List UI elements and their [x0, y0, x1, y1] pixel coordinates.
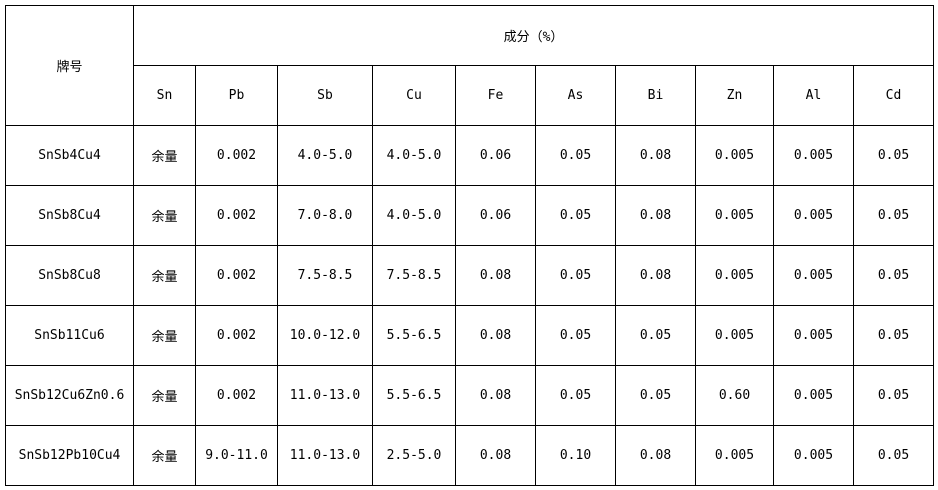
value-cell: 0.002 [195, 245, 278, 306]
element-header: Bi [615, 65, 696, 126]
table-body: 牌号 成分（%） Sn Pb Sb Cu Fe As Bi Zn Al Cd SnSb4Cu4 余量… [5, 5, 934, 486]
value-cell: 9.0-11.0 [195, 425, 278, 486]
value-cell: 0.08 [615, 185, 696, 246]
value-cell: 0.05 [853, 125, 934, 186]
value-cell: 0.06 [455, 185, 536, 246]
data-row: SnSb11Cu6 余量 0.002 10.0-12.0 5.5-6.5 0.08 0.05… [5, 305, 934, 366]
element-header: Fe [455, 65, 536, 126]
header-row: 牌号 成分（%） [5, 5, 934, 126]
value-cell: 0.06 [455, 125, 536, 186]
value-cell: 余量 [133, 365, 196, 426]
value-cell: 0.002 [195, 305, 278, 366]
grade-cell: SnSb11Cu6 [5, 305, 134, 366]
value-cell: 余量 [133, 305, 196, 366]
value-cell: 0.05 [853, 365, 934, 426]
value-cell: 4.0-5.0 [277, 125, 373, 186]
value-cell: 0.05 [535, 185, 616, 246]
value-cell: 0.08 [455, 305, 536, 366]
value-cell: 0.08 [615, 425, 696, 486]
data-row: SnSb8Cu8 余量 0.002 7.5-8.5 7.5-8.5 0.08 0.05 0.0… [5, 245, 934, 306]
value-cell: 11.0-13.0 [277, 425, 373, 486]
value-cell: 11.0-13.0 [277, 365, 373, 426]
composition-table: 牌号 成分（%） Sn Pb Sb Cu Fe As Bi Zn Al Cd SnSb4Cu4 余量… [5, 5, 934, 486]
grade-cell: SnSb8Cu8 [5, 245, 134, 306]
value-cell: 0.005 [695, 125, 774, 186]
value-cell: 0.005 [695, 425, 774, 486]
value-cell: 0.05 [535, 125, 616, 186]
grade-cell: SnSb8Cu4 [5, 185, 134, 246]
value-cell: 7.5-8.5 [277, 245, 373, 306]
data-row: SnSb12Cu6Zn0.6 余量 0.002 11.0-13.0 5.5-6.5 0.0… [5, 365, 934, 426]
value-cell: 0.005 [773, 425, 854, 486]
value-cell: 0.08 [455, 425, 536, 486]
value-cell: 0.08 [455, 365, 536, 426]
value-cell: 余量 [133, 425, 196, 486]
value-cell: 0.005 [695, 185, 774, 246]
grade-header: 牌号 [5, 5, 134, 126]
value-cell: 0.60 [695, 365, 774, 426]
value-cell: 0.05 [853, 185, 934, 246]
element-header: As [535, 65, 616, 126]
value-cell: 0.05 [615, 305, 696, 366]
value-cell: 0.10 [535, 425, 616, 486]
value-cell: 0.05 [535, 305, 616, 366]
value-cell: 4.0-5.0 [372, 185, 456, 246]
value-cell: 0.005 [773, 365, 854, 426]
value-cell: 5.5-6.5 [372, 365, 456, 426]
value-cell: 0.005 [773, 185, 854, 246]
value-cell: 0.005 [695, 245, 774, 306]
value-cell: 4.0-5.0 [372, 125, 456, 186]
grade-cell: SnSb12Cu6Zn0.6 [5, 365, 134, 426]
data-row: SnSb8Cu4 余量 0.002 7.0-8.0 4.0-5.0 0.06 0.05 0.0… [5, 185, 934, 246]
value-cell: 余量 [133, 245, 196, 306]
value-cell: 5.5-6.5 [372, 305, 456, 366]
element-row: Sn Pb Sb Cu Fe As Bi Zn Al Cd [6, 65, 934, 126]
composition-header: 成分（%） [133, 5, 934, 66]
value-cell: 0.002 [195, 125, 278, 186]
element-header: Cu [372, 65, 456, 126]
value-cell: 0.05 [615, 365, 696, 426]
value-cell: 0.005 [773, 245, 854, 306]
element-header: Zn [695, 65, 774, 126]
value-cell: 0.05 [853, 305, 934, 366]
value-cell: 0.05 [853, 245, 934, 306]
value-cell: 2.5-5.0 [372, 425, 456, 486]
value-cell: 0.08 [455, 245, 536, 306]
value-cell: 0.05 [535, 245, 616, 306]
value-cell: 7.5-8.5 [372, 245, 456, 306]
value-cell: 0.05 [853, 425, 934, 486]
value-cell: 0.005 [695, 305, 774, 366]
grade-cell: SnSb4Cu4 [5, 125, 134, 186]
value-cell: 余量 [133, 185, 196, 246]
element-header: Cd [853, 65, 934, 126]
element-header: Sb [277, 65, 373, 126]
value-cell: 0.08 [615, 125, 696, 186]
value-cell: 0.002 [195, 185, 278, 246]
value-cell: 7.0-8.0 [277, 185, 373, 246]
element-header: Pb [195, 65, 278, 126]
element-header: Al [773, 65, 854, 126]
value-cell: 10.0-12.0 [277, 305, 373, 366]
grade-cell: SnSb12Pb10Cu4 [5, 425, 134, 486]
data-row: SnSb4Cu4 余量 0.002 4.0-5.0 4.0-5.0 0.06 0.05 0.0… [5, 125, 934, 186]
data-row: SnSb12Pb10Cu4 余量 9.0-11.0 11.0-13.0 2.5-5.0 0… [5, 425, 934, 486]
value-cell: 0.002 [195, 365, 278, 426]
value-cell: 0.08 [615, 245, 696, 306]
value-cell: 0.005 [773, 305, 854, 366]
element-header: Sn [133, 65, 196, 126]
value-cell: 余量 [133, 125, 196, 186]
value-cell: 0.05 [535, 365, 616, 426]
value-cell: 0.005 [773, 125, 854, 186]
